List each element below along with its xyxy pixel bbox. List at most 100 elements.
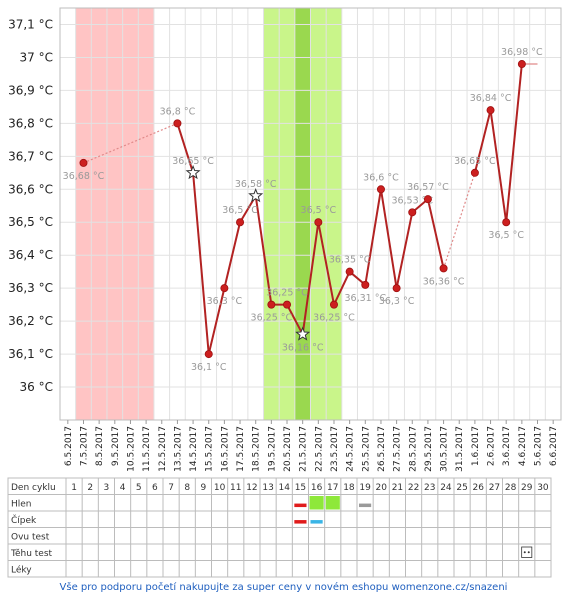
table-day-number: 6: [152, 483, 158, 493]
point-label: 36,16 °C: [282, 342, 324, 353]
table-day-number: 4: [120, 483, 126, 493]
x-tick-label: 23.5.2017: [330, 426, 340, 472]
x-tick-label: 24.5.2017: [346, 426, 356, 472]
point-marker: [517, 60, 526, 69]
point-marker: [486, 106, 495, 115]
point-label: 36,25 °C: [266, 288, 308, 299]
table-row-label: Čípek: [11, 514, 37, 526]
x-tick-label: 13.5.2017: [173, 426, 183, 472]
point-marker: [220, 284, 229, 293]
y-tick-label: 36 °C: [20, 380, 53, 394]
point-labels: 36,68 °C36,8 °C36,65 °C36,1 °C36,3 °C36,…: [63, 47, 543, 373]
table-day-number: 12: [246, 483, 257, 493]
series-segment: [473, 109, 492, 174]
point-label: 36,35 °C: [329, 255, 371, 266]
footer-link[interactable]: Vše pro podporu početí nakupujte za supe…: [59, 582, 508, 593]
x-tick-label: 28.5.2017: [408, 426, 418, 472]
point-marker: [236, 218, 245, 227]
chart-grid: [59, 7, 562, 421]
table-day-number: 22: [408, 483, 419, 493]
point-marker: [392, 284, 401, 293]
point-marker: [345, 267, 354, 276]
point-label: 36,6 °C: [363, 172, 399, 183]
pregnancy-test-icon: [521, 546, 533, 558]
point-star-marker: [248, 187, 264, 203]
table-mark-bar: [294, 520, 307, 524]
series-segment: [426, 198, 445, 269]
point-marker: [173, 119, 182, 128]
table-day-number: 19: [359, 483, 371, 493]
table-mark-bar: [359, 503, 372, 508]
series-segment: [317, 222, 335, 305]
table-day-number: 16: [311, 483, 323, 493]
x-tick-label: 3.6.2017: [502, 426, 512, 466]
x-tick-label: 4.6.2017: [518, 426, 528, 466]
series-segment: [443, 172, 476, 269]
point-label: 36,98 °C: [501, 47, 543, 58]
x-tick-label: 31.5.2017: [455, 426, 465, 472]
series-segment: [254, 195, 273, 305]
x-tick-label: 8.5.2017: [95, 426, 105, 466]
series-segment: [379, 189, 398, 289]
cycle-table: Den cyklu Hlen Čípek Ovu test Těhu test Léky 1…: [7, 477, 552, 578]
y-tick-label: 37,1 °C: [8, 17, 53, 31]
y-tick-label: 36,5 °C: [8, 215, 53, 229]
plot-frame: [59, 7, 562, 421]
x-axis: 6.5.2017 7.5.2017 8.5.2017 9.5.2017 10.5.201…: [64, 420, 559, 472]
table-day-number: 20: [376, 483, 388, 493]
point-marker: [361, 280, 370, 289]
x-tick-label: 29.5.2017: [424, 426, 434, 472]
temperature-chart: 37,1 °C 37 °C 36,9 °C 36,8 °C 36,7 °C 36,6 °C…: [7, 7, 562, 578]
y-tick-label: 36,9 °C: [8, 83, 53, 97]
table-row-label: Ovu test: [11, 533, 50, 543]
x-tick-label: 25.5.2017: [361, 426, 371, 472]
point-marker: [408, 208, 417, 217]
table-day-number: 24: [440, 483, 452, 493]
table-day-number: 8: [184, 483, 190, 493]
series-segment: [207, 287, 226, 355]
x-tick-label: 6.5.2017: [64, 426, 74, 466]
table-row-label: Den cyklu: [11, 483, 56, 493]
series-segment: [395, 212, 414, 289]
point-marker: [267, 300, 276, 309]
series-segment: [286, 304, 304, 335]
series-segment: [333, 271, 351, 306]
y-tick-label: 36,2 °C: [8, 314, 53, 328]
table-day-number: 21: [392, 483, 403, 493]
table-row-label: Těhu test: [10, 549, 53, 559]
series-line: [83, 63, 538, 355]
x-tick-label: 14.5.2017: [189, 426, 199, 472]
y-tick-label: 36,1 °C: [8, 347, 53, 361]
point-star-marker: [295, 326, 311, 341]
x-tick-label: 1.6.2017: [471, 426, 481, 466]
table-day-number: 9: [201, 483, 207, 493]
series-segment: [364, 189, 382, 286]
table-row-label: Léky: [11, 565, 32, 576]
x-tick-label: 22.5.2017: [314, 426, 324, 472]
point-label: 36,25 °C: [313, 313, 355, 324]
x-tick-label: 10.5.2017: [126, 426, 136, 472]
point-label: 36,5 °C: [488, 230, 524, 241]
point-markers: [79, 60, 526, 359]
x-tick-label: 15.5.2017: [205, 426, 215, 472]
series-segment: [505, 63, 523, 223]
table-day-number: 13: [262, 483, 273, 493]
point-marker: [329, 300, 338, 309]
point-label: 36,68 °C: [63, 171, 105, 182]
point-marker: [376, 185, 385, 194]
point-marker: [502, 218, 511, 227]
series-segment: [192, 172, 210, 355]
point-label: 36,5 °C: [222, 205, 258, 216]
table-day-number: 11: [230, 483, 241, 493]
y-tick-label: 36,7 °C: [8, 149, 53, 163]
point-label: 36,84 °C: [470, 93, 512, 104]
x-tick-label: 17.5.2017: [236, 426, 246, 472]
point-label: 36,36 °C: [423, 276, 465, 287]
point-marker: [204, 350, 213, 359]
point-marker: [470, 168, 479, 177]
point-label: 36,1 °C: [191, 362, 227, 373]
point-marker: [79, 158, 88, 167]
point-label: 36,25 °C: [251, 313, 293, 324]
pregnancy-test-dot: [523, 551, 526, 554]
point-marker: [423, 195, 432, 204]
